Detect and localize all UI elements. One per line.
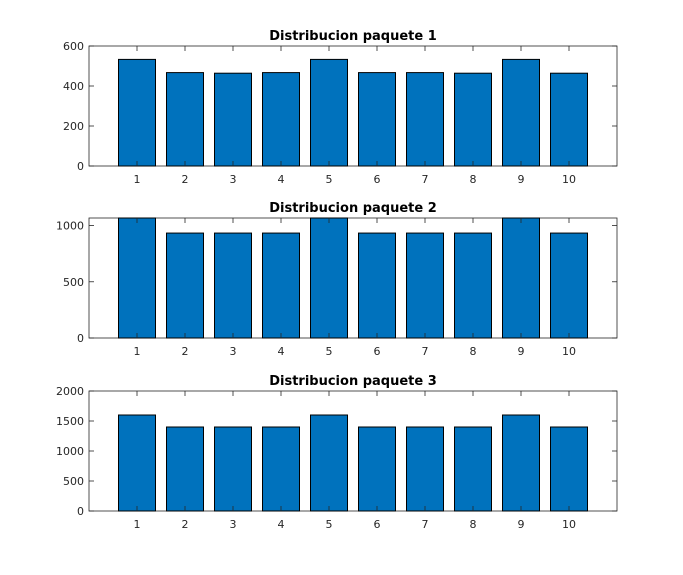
bar-3 [214, 232, 252, 339]
x-tick-label: 7 [422, 345, 429, 358]
x-tick-label: 6 [374, 518, 381, 531]
x-tick-label: 2 [182, 173, 189, 186]
x-tick-label: 4 [278, 173, 285, 186]
bar-4 [262, 232, 300, 339]
bar-8 [454, 72, 492, 167]
x-tick-label: 2 [182, 345, 189, 358]
chart-title: Distribucion paquete 3 [269, 374, 437, 389]
y-tick-label: 2000 [56, 385, 84, 398]
bar-5 [310, 217, 348, 339]
subplot-2: 1 2 3 4 5 6 7 8 9 10 0 500 1000 Distribucion paquete … [56, 201, 618, 358]
bar-10 [550, 426, 588, 512]
bar-2 [166, 232, 204, 339]
y-tick-label: 400 [63, 80, 84, 93]
x-tick-label: 3 [230, 518, 237, 531]
bar-7 [406, 426, 444, 512]
y-tick-label: 500 [63, 475, 84, 488]
bar-8 [454, 232, 492, 339]
x-tick-label: 5 [326, 173, 333, 186]
bar-2 [166, 72, 204, 167]
x-tick-label: 6 [374, 173, 381, 186]
bar-10 [550, 72, 588, 167]
bar-4 [262, 426, 300, 512]
chart-title: Distribucion paquete 1 [269, 29, 437, 44]
y-tick-label: 200 [63, 120, 84, 133]
y-tick-label: 600 [63, 40, 84, 53]
x-tick-label: 2 [182, 518, 189, 531]
x-tick-label: 1 [134, 173, 141, 186]
bar-6 [358, 232, 396, 339]
bar-3 [214, 72, 252, 167]
bar-9 [502, 58, 540, 167]
y-tick-label: 0 [77, 160, 84, 173]
x-tick-label: 7 [422, 173, 429, 186]
bar-5 [310, 414, 348, 512]
x-tick-label: 1 [134, 518, 141, 531]
bar-1 [118, 58, 156, 167]
bar-1 [118, 217, 156, 339]
x-tick-label: 5 [326, 518, 333, 531]
bar-8 [454, 426, 492, 512]
bar-5 [310, 58, 348, 167]
x-tick-label: 8 [470, 518, 477, 531]
x-tick-label: 9 [518, 518, 525, 531]
bar-6 [358, 72, 396, 167]
x-tick-label: 8 [470, 173, 477, 186]
y-tick-label: 1000 [56, 220, 84, 233]
bar-10 [550, 232, 588, 339]
bar-7 [406, 232, 444, 339]
x-tick-label: 6 [374, 345, 381, 358]
x-tick-label: 4 [278, 345, 285, 358]
bar-4 [262, 72, 300, 167]
y-tick-label: 1500 [56, 415, 84, 428]
bar-1 [118, 414, 156, 512]
y-tick-label: 0 [77, 505, 84, 518]
x-tick-label: 4 [278, 518, 285, 531]
chart-title: Distribucion paquete 2 [269, 201, 437, 216]
y-tick-label: 0 [77, 332, 84, 345]
x-tick-label: 10 [562, 173, 576, 186]
y-tick-label: 500 [63, 276, 84, 289]
x-tick-label: 7 [422, 518, 429, 531]
x-tick-label: 10 [562, 518, 576, 531]
x-tick-label: 1 [134, 345, 141, 358]
bar-9 [502, 414, 540, 512]
subplot-3: 1 2 3 4 5 6 7 8 9 10 0 500 1000 1500 2000 Distribucion … [56, 374, 618, 531]
y-tick-label: 1000 [56, 445, 84, 458]
bar-3 [214, 426, 252, 512]
bar-2 [166, 426, 204, 512]
bar-7 [406, 72, 444, 167]
subplot-1: 1 2 3 4 5 6 7 8 9 10 0 200 400 600 Distribucion paquet… [63, 29, 618, 186]
bar-6 [358, 426, 396, 512]
x-tick-label: 3 [230, 173, 237, 186]
x-tick-label: 9 [518, 345, 525, 358]
x-tick-label: 9 [518, 173, 525, 186]
bar-9 [502, 217, 540, 339]
x-tick-label: 5 [326, 345, 333, 358]
x-tick-label: 10 [562, 345, 576, 358]
x-tick-label: 8 [470, 345, 477, 358]
x-tick-label: 3 [230, 345, 237, 358]
